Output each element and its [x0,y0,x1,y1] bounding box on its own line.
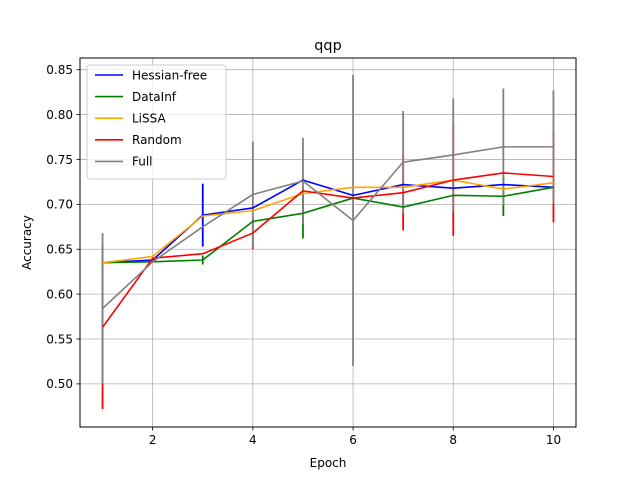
legend-label-lissa: LiSSA [132,112,166,126]
series-line-random [101,172,554,328]
legend-label-datainf: DataInf [132,90,177,104]
legend-box [86,64,227,180]
legend-label-hessian-free: Hessian-free [132,68,207,82]
series-line-lissa [102,179,554,264]
y-axis-label: Accuracy [20,215,34,270]
y-tick-label: 0.60 [46,287,73,301]
x-tick-label: 4 [249,433,257,447]
legend-label-full: Full [132,155,153,169]
y-tick-label: 0.85 [46,63,73,77]
y-tick-label: 0.70 [46,198,73,212]
x-axis-label: Epoch [310,456,347,470]
y-tick-label: 0.75 [46,153,73,167]
series-line-datainf [102,186,554,264]
series-line-full [102,146,554,310]
x-tick-label: 8 [449,433,457,447]
x-tick-label: 2 [149,433,157,447]
plot-area-frame [79,57,577,428]
chart-title: qqp [314,38,341,54]
y-tick-label: 0.55 [46,332,73,346]
x-tick-label: 10 [546,433,561,447]
y-tick-label: 0.50 [46,377,73,391]
y-tick-label: 0.65 [46,243,73,257]
legend-label-random: Random [132,133,182,147]
y-axis-ticks: 0.50 0.55 0.60 0.65 0.70 0.75 0.80 0.85 [46,63,80,391]
x-tick-label: 6 [349,433,357,447]
y-tick-label: 0.80 [46,108,73,122]
x-axis-ticks: 2 4 6 8 10 [149,427,561,447]
series-line-hessian-free [102,179,554,264]
legend: Hessian-free DataInf LiSSA Random Full [86,64,227,180]
series-lines [101,146,554,328]
